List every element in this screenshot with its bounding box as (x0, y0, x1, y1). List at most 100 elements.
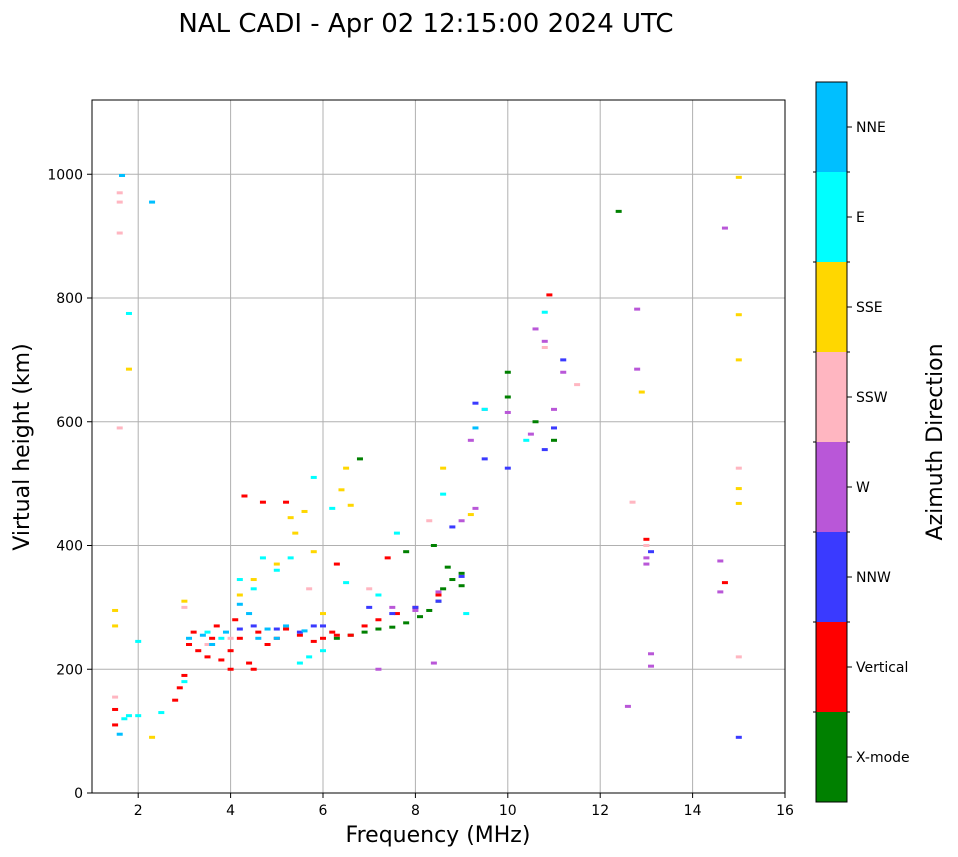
data-point-vertical (186, 643, 193, 646)
data-point-x-mode (615, 209, 622, 213)
data-point-ssw (204, 643, 211, 646)
data-point-e (287, 556, 294, 560)
data-point-e (218, 636, 225, 640)
data-point-w (717, 559, 724, 563)
data-point-w (375, 667, 382, 671)
data-point-e (296, 661, 303, 665)
colorbar-tick-label: Vertical (856, 660, 908, 676)
colorbar-frame (815, 81, 848, 803)
data-point-e (181, 680, 188, 684)
data-point-nnw (435, 599, 442, 603)
data-point-nnw (320, 624, 326, 628)
data-point-sse (273, 562, 280, 566)
colorbar-segment (816, 262, 847, 352)
colorbar-tick-label: E (856, 210, 865, 226)
data-point-nnw (310, 624, 317, 628)
data-point-e (273, 568, 280, 572)
data-point-ssw (735, 466, 742, 470)
data-point-ssw (306, 587, 313, 591)
data-point-nne (472, 426, 479, 430)
data-point-sse (250, 578, 257, 582)
data-point-vertical (333, 633, 340, 637)
data-point-sse (112, 608, 119, 612)
x-tick-label: 4 (226, 803, 235, 819)
data-point-vertical (546, 293, 553, 297)
data-point-w (389, 605, 396, 609)
data-point-e (125, 311, 132, 315)
data-point-vertical (246, 661, 253, 665)
data-point-sse (338, 488, 345, 492)
data-point-vertical (361, 624, 368, 628)
data-point-nnw (504, 466, 511, 470)
data-point-vertical (176, 686, 183, 690)
colorbar-segment (816, 82, 847, 172)
data-point-w (412, 608, 419, 612)
data-point-nne (149, 200, 156, 204)
data-point-w (648, 652, 655, 656)
x-tick-label: 2 (134, 803, 143, 819)
data-point-nnw (296, 630, 303, 634)
data-point-ssw (181, 605, 188, 609)
data-point-sse (735, 358, 742, 362)
data-point-sse (181, 599, 188, 603)
data-point-e (320, 649, 326, 653)
data-point-nne (264, 627, 271, 631)
data-point-e (463, 612, 470, 616)
data-point-vertical (112, 707, 119, 711)
data-point-sse (112, 624, 119, 628)
data-point-sse (467, 513, 474, 517)
data-point-w (643, 556, 650, 560)
y-tick-label: 800 (56, 291, 83, 307)
data-point-x-mode (430, 544, 437, 547)
data-point-vertical (283, 500, 290, 504)
colorbar-tick-label: SSW (856, 390, 888, 406)
data-point-sse (125, 367, 132, 371)
data-point-vertical (329, 630, 336, 634)
colorbar-segment (816, 352, 847, 442)
data-point-sse (301, 509, 308, 513)
data-point-ssw (426, 519, 433, 523)
data-point-w (721, 226, 728, 230)
data-point-nnw (458, 574, 465, 578)
data-point-sse (735, 175, 742, 179)
data-point-w (551, 407, 557, 411)
data-point-vertical (250, 667, 257, 671)
data-point-vertical (190, 630, 197, 634)
data-point-e (135, 639, 142, 643)
data-point-x-mode (417, 615, 424, 619)
data-point-sse (735, 313, 742, 317)
data-point-w (458, 519, 465, 523)
data-point-ssw (366, 587, 373, 591)
data-point-e (523, 438, 530, 442)
y-tick-label: 200 (56, 662, 83, 678)
x-tick-label: 6 (319, 803, 328, 819)
data-point-w (643, 562, 650, 566)
data-point-vertical (236, 636, 243, 640)
data-point-x-mode (504, 395, 511, 399)
data-point-sse (292, 531, 299, 535)
data-point-sse (287, 516, 294, 520)
data-point-ssw (116, 191, 123, 195)
data-point-nne (199, 633, 206, 637)
colorbar-tick-label: NNE (856, 120, 886, 136)
data-point-vertical (347, 633, 354, 637)
data-point-vertical (259, 500, 266, 504)
data-point-nnw (560, 358, 567, 362)
data-point-w (717, 590, 724, 594)
y-tick-label: 0 (74, 786, 83, 802)
data-point-w (435, 590, 442, 594)
data-point-nne (301, 629, 308, 633)
data-point-vertical (172, 698, 179, 702)
data-point-e (259, 556, 266, 560)
x-tick-label: 14 (684, 803, 702, 819)
data-point-nnw (389, 612, 396, 616)
data-point-vertical (375, 618, 382, 622)
data-point-e (541, 310, 548, 314)
y-tick-label: 1000 (47, 167, 83, 183)
data-point-nnw (472, 401, 479, 405)
data-point-x-mode (551, 438, 557, 442)
data-point-vertical (213, 624, 220, 628)
data-point-vertical (232, 618, 239, 622)
data-point-vertical (209, 636, 216, 640)
colorbar-segment (816, 532, 847, 622)
